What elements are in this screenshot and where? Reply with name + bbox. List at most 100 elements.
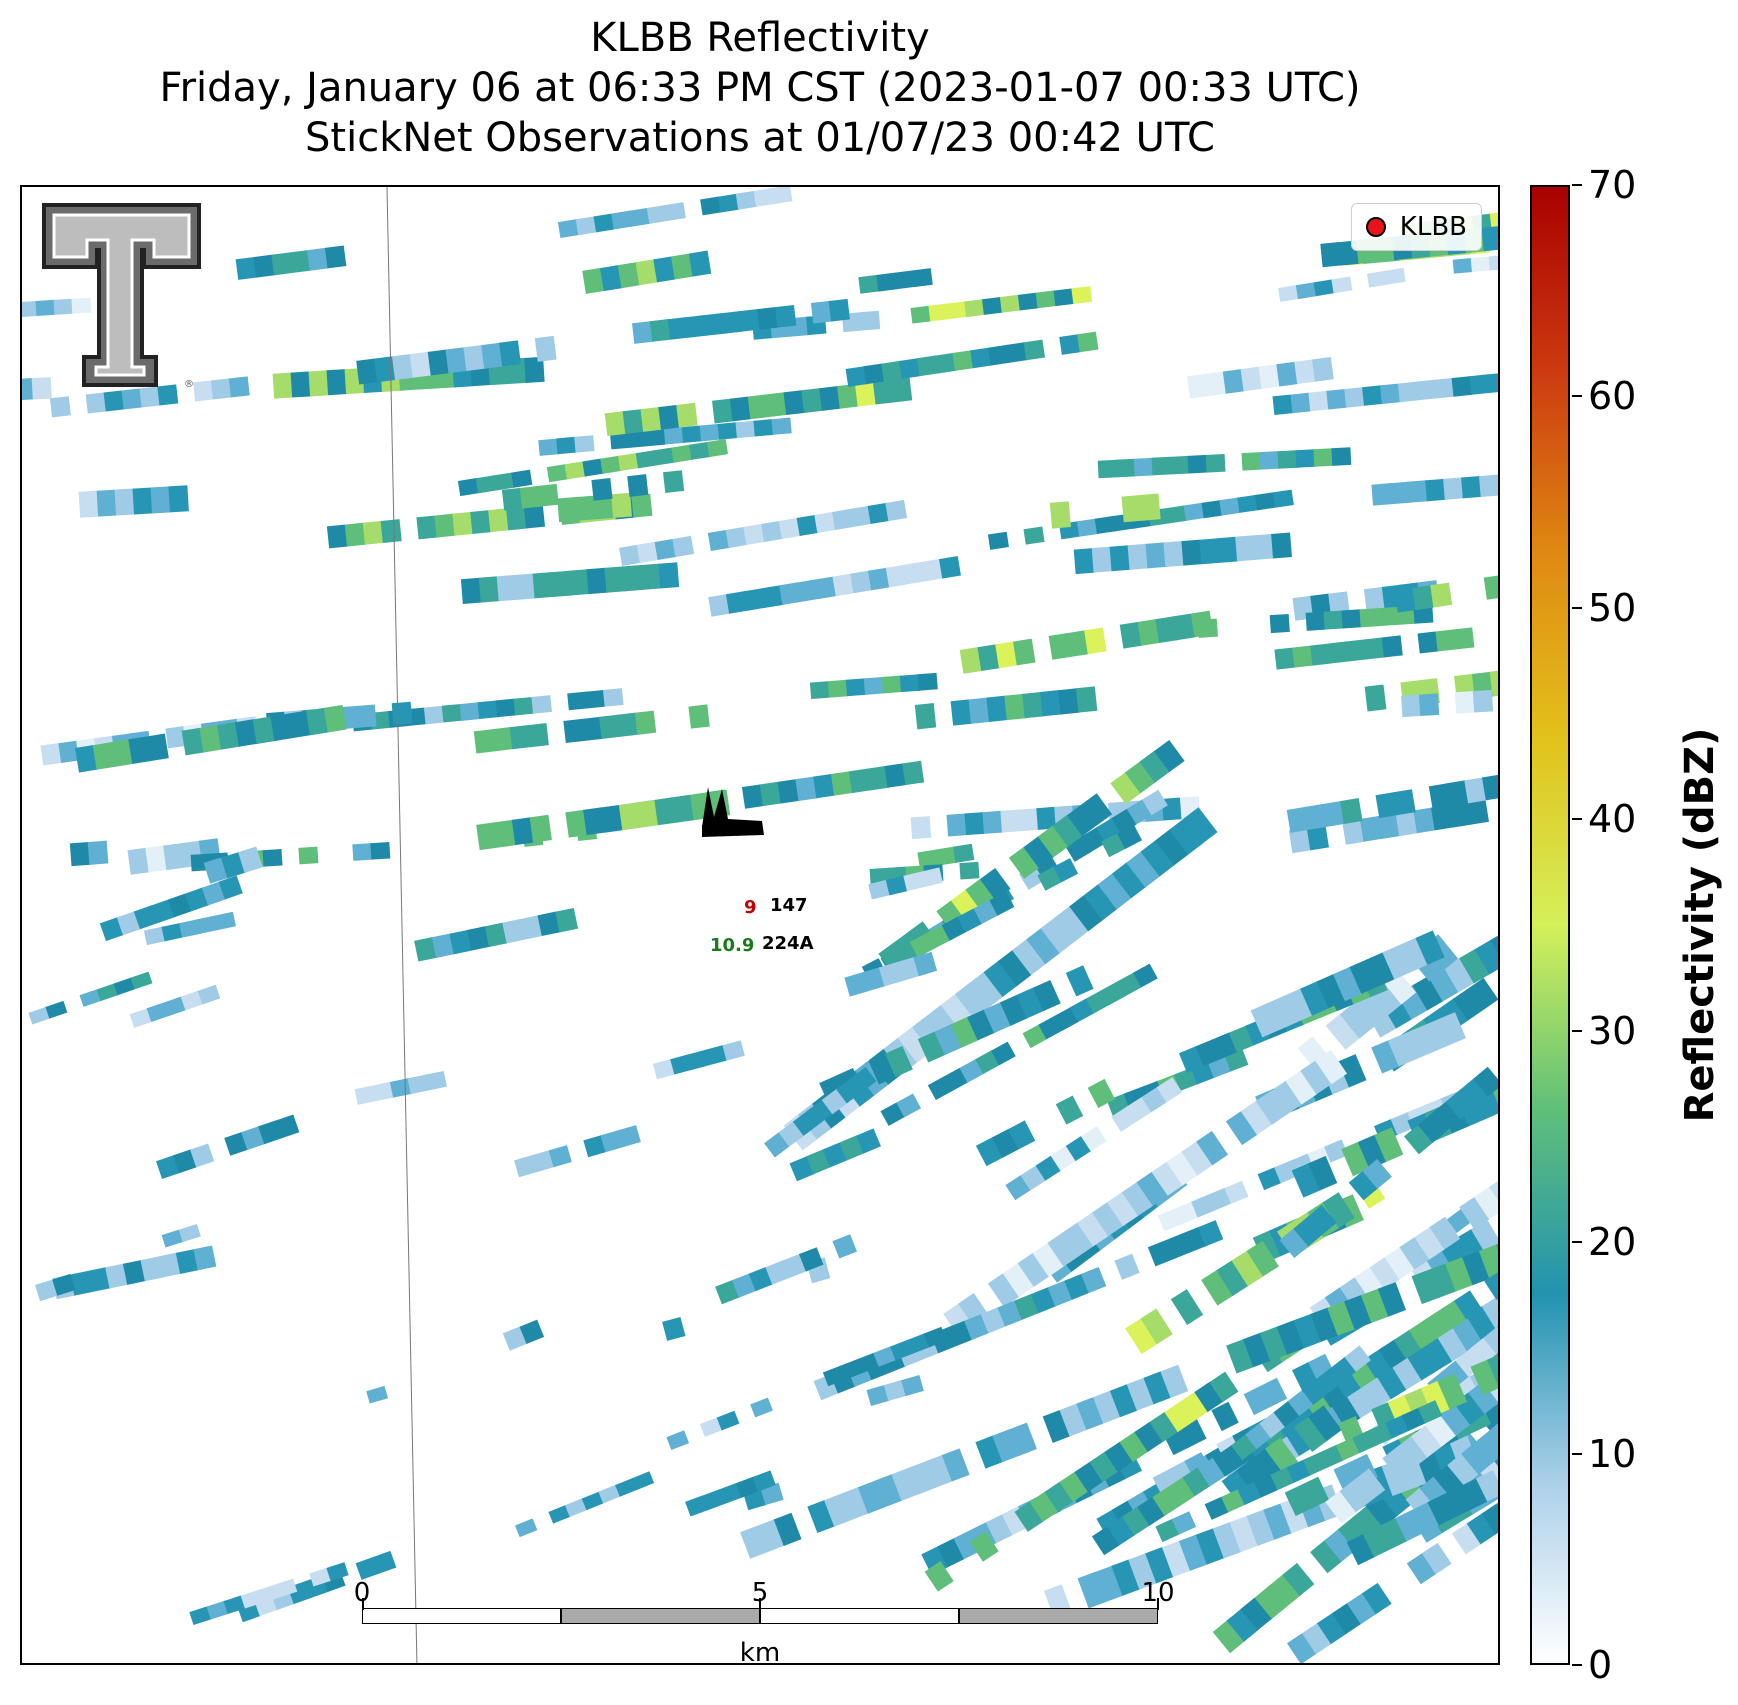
reflectivity-gate bbox=[575, 495, 597, 521]
title-line-1: KLBB Reflectivity bbox=[590, 15, 930, 61]
reflectivity-gate bbox=[96, 983, 119, 1002]
reflectivity-gate bbox=[1353, 1468, 1386, 1502]
reflectivity-gate bbox=[934, 352, 957, 374]
reflectivity-gate bbox=[158, 1252, 182, 1278]
reflectivity-gate bbox=[987, 531, 1009, 550]
reflectivity-gate bbox=[1069, 894, 1104, 932]
reflectivity-gate bbox=[814, 576, 837, 600]
reflectivity-gate bbox=[1453, 627, 1475, 650]
reflectivity-gate bbox=[987, 344, 1010, 366]
reflectivity-gate bbox=[116, 911, 141, 936]
reflectivity-gate bbox=[1107, 1516, 1136, 1546]
reflectivity-gate bbox=[1225, 1110, 1258, 1146]
reflectivity-gate bbox=[884, 763, 907, 788]
colorbar-tick-label: 10 bbox=[1588, 1431, 1637, 1476]
reflectivity-gate bbox=[1257, 1167, 1282, 1191]
reflectivity-gate bbox=[1133, 457, 1154, 477]
scale-tick bbox=[362, 1598, 364, 1610]
reflectivity-gate bbox=[173, 1149, 198, 1174]
reflectivity-gate bbox=[813, 773, 836, 799]
reflectivity-gate bbox=[1195, 1528, 1225, 1565]
reflectivity-gate bbox=[1451, 1522, 1482, 1555]
reflectivity-gate bbox=[1117, 824, 1143, 850]
reflectivity-gate bbox=[519, 915, 543, 940]
reflectivity-gate bbox=[1022, 691, 1044, 719]
reflectivity-gate bbox=[298, 846, 319, 865]
reflectivity-gate bbox=[716, 1410, 740, 1431]
reflectivity-gate bbox=[550, 570, 572, 598]
colorbar-tick-label: 60 bbox=[1588, 374, 1637, 419]
reflectivity-gate bbox=[288, 710, 311, 739]
reflectivity-gate bbox=[1169, 455, 1190, 475]
reflectivity-gate bbox=[1393, 1329, 1422, 1359]
reflectivity-gate bbox=[941, 1448, 970, 1482]
reflectivity-gate bbox=[85, 392, 107, 414]
reflectivity-gate bbox=[168, 485, 189, 513]
reflectivity-gate bbox=[190, 1143, 215, 1168]
reflectivity-gate bbox=[326, 369, 348, 396]
reflectivity-gate bbox=[201, 881, 226, 906]
reflectivity-gate bbox=[1421, 1542, 1452, 1575]
reflectivity-gate bbox=[1363, 586, 1386, 612]
reflectivity-gate bbox=[1295, 449, 1316, 468]
reflectivity-gate bbox=[1310, 1307, 1339, 1342]
reflectivity-gate bbox=[969, 1531, 999, 1562]
reflectivity-gate bbox=[702, 1489, 726, 1511]
reflectivity-gate bbox=[903, 871, 926, 892]
reflectivity-gate bbox=[511, 817, 535, 846]
reflectivity-gate bbox=[725, 591, 748, 614]
reflectivity-gate bbox=[1212, 1521, 1242, 1559]
reflectivity-gate bbox=[1380, 383, 1401, 405]
reflectivity-gate bbox=[1425, 1413, 1457, 1447]
reflectivity-gate bbox=[715, 1279, 740, 1305]
reflectivity-gate bbox=[581, 1491, 605, 1511]
reflectivity-gate bbox=[567, 691, 588, 711]
reflectivity-gate bbox=[878, 962, 903, 987]
reflectivity-gate bbox=[925, 924, 951, 950]
reflectivity-gate bbox=[514, 1155, 538, 1178]
reflectivity-gate bbox=[1062, 1222, 1095, 1257]
reflectivity-gate bbox=[1278, 285, 1300, 302]
reflectivity-gate bbox=[631, 493, 653, 518]
reflectivity-gate bbox=[885, 1045, 913, 1078]
reflectivity-gate bbox=[909, 933, 935, 958]
reflectivity-gate bbox=[867, 502, 890, 525]
reflectivity-gate bbox=[1265, 1437, 1299, 1474]
reflectivity-gate bbox=[145, 845, 168, 873]
reflectivity-gate bbox=[1183, 807, 1218, 844]
reflectivity-gate bbox=[1362, 385, 1383, 406]
reflectivity-gate bbox=[515, 1518, 538, 1538]
reflectivity-gate bbox=[667, 317, 690, 340]
reflectivity-gate bbox=[234, 719, 258, 747]
colorbar-tick-label: 0 bbox=[1588, 1643, 1613, 1687]
svg-text:®: ® bbox=[184, 379, 194, 390]
reflectivity-gate bbox=[161, 922, 184, 942]
reflectivity-gate bbox=[1000, 809, 1021, 833]
reflectivity-gate bbox=[1303, 1452, 1328, 1476]
reflectivity-gate bbox=[326, 524, 349, 549]
reflectivity-gate bbox=[1226, 1608, 1259, 1642]
reflectivity-gate bbox=[916, 355, 939, 377]
reflectivity-gate bbox=[1136, 1171, 1169, 1206]
station-id-224a: 224A bbox=[762, 933, 814, 954]
reflectivity-gate bbox=[206, 1600, 229, 1620]
reflectivity-gate bbox=[699, 423, 720, 442]
reflectivity-gate bbox=[583, 1135, 607, 1158]
reflectivity-gate bbox=[1250, 1002, 1280, 1038]
reflectivity-gate bbox=[354, 1085, 377, 1105]
reflectivity-gate bbox=[914, 703, 937, 730]
reflectivity-gate bbox=[1308, 1405, 1342, 1442]
reflectivity-gate bbox=[1280, 1496, 1310, 1534]
reflectivity-gate bbox=[866, 1384, 890, 1406]
reflectivity-gate bbox=[362, 520, 384, 545]
reflectivity-gate bbox=[1427, 1493, 1456, 1526]
reflectivity-gate bbox=[868, 879, 891, 900]
reflectivity-gate bbox=[1097, 873, 1132, 910]
reflectivity-gate bbox=[22, 378, 34, 401]
reflectivity-gate bbox=[1058, 688, 1080, 715]
reflectivity-gate bbox=[1482, 774, 1498, 801]
reflectivity-gate bbox=[753, 419, 774, 437]
radar-map[interactable]: ® KLBB 9 147 10.9 224A bbox=[20, 185, 1500, 1665]
reflectivity-gate bbox=[927, 1076, 953, 1101]
reflectivity-gate bbox=[1253, 533, 1275, 560]
